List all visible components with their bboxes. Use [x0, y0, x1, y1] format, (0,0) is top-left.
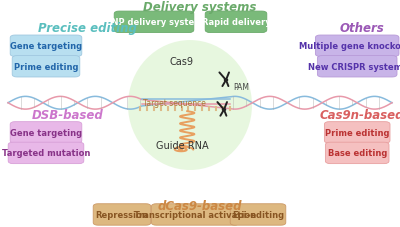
- FancyBboxPatch shape: [205, 12, 267, 33]
- Text: New CRISPR systems: New CRISPR systems: [308, 62, 400, 72]
- Text: DSB-based: DSB-based: [32, 108, 104, 121]
- FancyBboxPatch shape: [12, 56, 80, 78]
- Circle shape: [222, 109, 226, 111]
- FancyBboxPatch shape: [315, 36, 399, 57]
- FancyBboxPatch shape: [10, 122, 82, 143]
- FancyBboxPatch shape: [10, 36, 82, 57]
- FancyBboxPatch shape: [8, 143, 84, 164]
- FancyBboxPatch shape: [318, 56, 397, 78]
- FancyBboxPatch shape: [93, 204, 151, 225]
- Ellipse shape: [128, 41, 252, 170]
- FancyBboxPatch shape: [326, 143, 389, 164]
- FancyBboxPatch shape: [114, 12, 194, 33]
- Text: Base editing: Base editing: [328, 149, 387, 158]
- Text: Multiple gene knockouts: Multiple gene knockouts: [299, 42, 400, 51]
- Text: Gene targeting: Gene targeting: [10, 42, 82, 51]
- Text: Guide RNA: Guide RNA: [156, 141, 208, 151]
- Text: PAM: PAM: [233, 82, 249, 91]
- Text: Prime editing: Prime editing: [325, 128, 390, 137]
- Text: RNP delivery system: RNP delivery system: [105, 18, 203, 27]
- Text: Epi-editing: Epi-editing: [232, 210, 284, 219]
- Circle shape: [224, 80, 228, 81]
- Text: Precise editing: Precise editing: [38, 22, 137, 35]
- Text: Target sequence: Target sequence: [142, 98, 206, 107]
- Text: Cas9n-based: Cas9n-based: [320, 108, 400, 121]
- Text: Targeted mutation: Targeted mutation: [2, 149, 90, 158]
- FancyBboxPatch shape: [324, 122, 390, 143]
- Text: Gene targeting: Gene targeting: [10, 128, 82, 137]
- Text: Prime editing: Prime editing: [14, 62, 78, 72]
- Text: Others: Others: [340, 22, 384, 35]
- Text: Repression: Repression: [96, 210, 148, 219]
- Text: Rapid delivery: Rapid delivery: [202, 18, 270, 27]
- Text: Cas9: Cas9: [170, 56, 194, 66]
- FancyBboxPatch shape: [151, 204, 239, 225]
- Text: dCas9-based: dCas9-based: [158, 199, 242, 212]
- Text: Transcriptional activation: Transcriptional activation: [134, 210, 256, 219]
- Text: Delivery systems: Delivery systems: [143, 1, 257, 15]
- FancyBboxPatch shape: [230, 204, 286, 225]
